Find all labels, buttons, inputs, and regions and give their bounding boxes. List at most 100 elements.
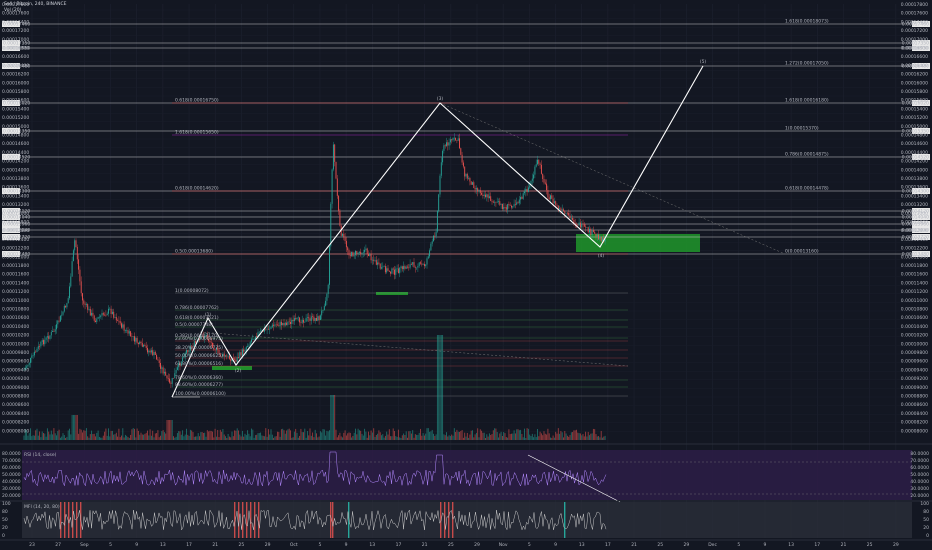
candle-body [378, 262, 380, 264]
mfi-overbought-marker [68, 502, 70, 538]
volume-bar [334, 395, 336, 440]
volume-bar [544, 433, 546, 440]
mfi-overbought-marker [330, 502, 332, 538]
candle-body [36, 348, 38, 353]
volume-bar [96, 432, 98, 440]
volume-bar [401, 435, 403, 440]
volume-bar [342, 437, 343, 440]
chart-header: Sell / Bitcoin, 240, BINANCE Vol (20) [4, 2, 66, 14]
fib-level-label: 1.618(0.00015650) [175, 130, 219, 136]
candle-body [599, 236, 601, 240]
candle-body [141, 343, 143, 347]
candle-body [191, 346, 193, 348]
volume-bar [387, 434, 389, 440]
mfi-overbought-marker [76, 502, 78, 538]
volume-bar [239, 434, 241, 440]
volume-bar [83, 430, 85, 440]
volume-bar [67, 430, 69, 440]
x-tick-label: 27 [55, 542, 61, 548]
volume-bar [63, 435, 65, 440]
candle-body [416, 267, 418, 269]
volume-bar [327, 431, 329, 440]
volume-bar [223, 434, 225, 440]
candle-body [248, 345, 250, 347]
volume-bar [278, 431, 280, 440]
left-axis-label: 0.00016200 [2, 72, 29, 78]
volume-bar [76, 415, 78, 440]
volume-bar [84, 430, 86, 440]
volume-bar [482, 432, 484, 440]
left-axis-label: 0.00012400 [2, 237, 29, 243]
volume-bar [338, 435, 340, 440]
volume-bar [82, 432, 83, 440]
volume-bar [443, 434, 445, 440]
volume-bar [422, 433, 424, 440]
volume-bar [564, 430, 566, 440]
volume-bar [167, 420, 169, 440]
volume-bar [70, 434, 72, 440]
volume-bar [92, 434, 94, 440]
candle-body [110, 308, 112, 314]
candle-body [339, 210, 341, 226]
volume-bar [310, 435, 312, 440]
right-axis-label: 0.00009000 [901, 385, 928, 391]
candle-body [557, 205, 559, 209]
volume-bar [134, 428, 135, 440]
volume-bar [128, 437, 130, 440]
volume-bar [543, 431, 545, 440]
volume-bar [206, 430, 208, 440]
candle-body [365, 248, 367, 250]
price-tag-right-text: 0.00014040 [902, 215, 929, 221]
mfi-level-label-left: 20 [2, 525, 8, 531]
price-tag-left [2, 154, 20, 160]
volume-bar [462, 437, 464, 440]
volume-bar [179, 431, 181, 440]
volume-bar [477, 428, 479, 440]
volume-bar [277, 431, 278, 440]
volume-bar [340, 436, 342, 440]
candle-body [280, 321, 282, 326]
candle-body [143, 344, 145, 347]
candle-body [157, 359, 159, 361]
right-axis-label: 0.00008200 [901, 420, 928, 426]
volume-bar [213, 437, 215, 440]
candle-body [366, 248, 368, 255]
candle-body [59, 315, 61, 322]
candle-body [65, 305, 67, 308]
volume-bar [490, 434, 492, 440]
candle-body [335, 161, 337, 179]
volume-bar [32, 435, 34, 440]
candle-body [396, 268, 398, 270]
candle-body [176, 367, 178, 370]
volume-bar [121, 435, 122, 440]
volume-bar [48, 431, 50, 440]
lower-fib-label: 38.20%(0.00006775) [175, 345, 223, 351]
candle-body [392, 268, 394, 270]
x-tick-label: 25 [239, 542, 245, 548]
x-tick-label: Oct [290, 542, 298, 548]
lower-fib-label: 100.00%(0.00006100) [175, 391, 226, 397]
volume-bar [31, 436, 33, 440]
candle-body [153, 351, 155, 356]
candle-body [316, 317, 317, 321]
candle-body [98, 316, 100, 318]
volume-bar [166, 420, 168, 440]
trend-dashed-line [439, 102, 786, 255]
volume-bar [505, 437, 507, 440]
volume-bar [540, 433, 542, 440]
x-tick-label: 9 [554, 542, 557, 548]
candle-body [193, 341, 195, 348]
volume-bar [579, 433, 581, 440]
volume-bar [405, 431, 407, 440]
volume-bar [195, 436, 197, 440]
candle-body [39, 346, 41, 347]
candle-body [277, 324, 278, 326]
candle-body [403, 266, 405, 270]
waves-layer: (1) (2) (3) (4) (5) [171, 59, 706, 398]
volume-bar [292, 437, 294, 440]
lower-fib-label: 0.382(0.00007170) [175, 333, 219, 339]
volume-bar [162, 430, 164, 440]
volume-bar [297, 437, 299, 440]
candle-body [43, 340, 44, 345]
